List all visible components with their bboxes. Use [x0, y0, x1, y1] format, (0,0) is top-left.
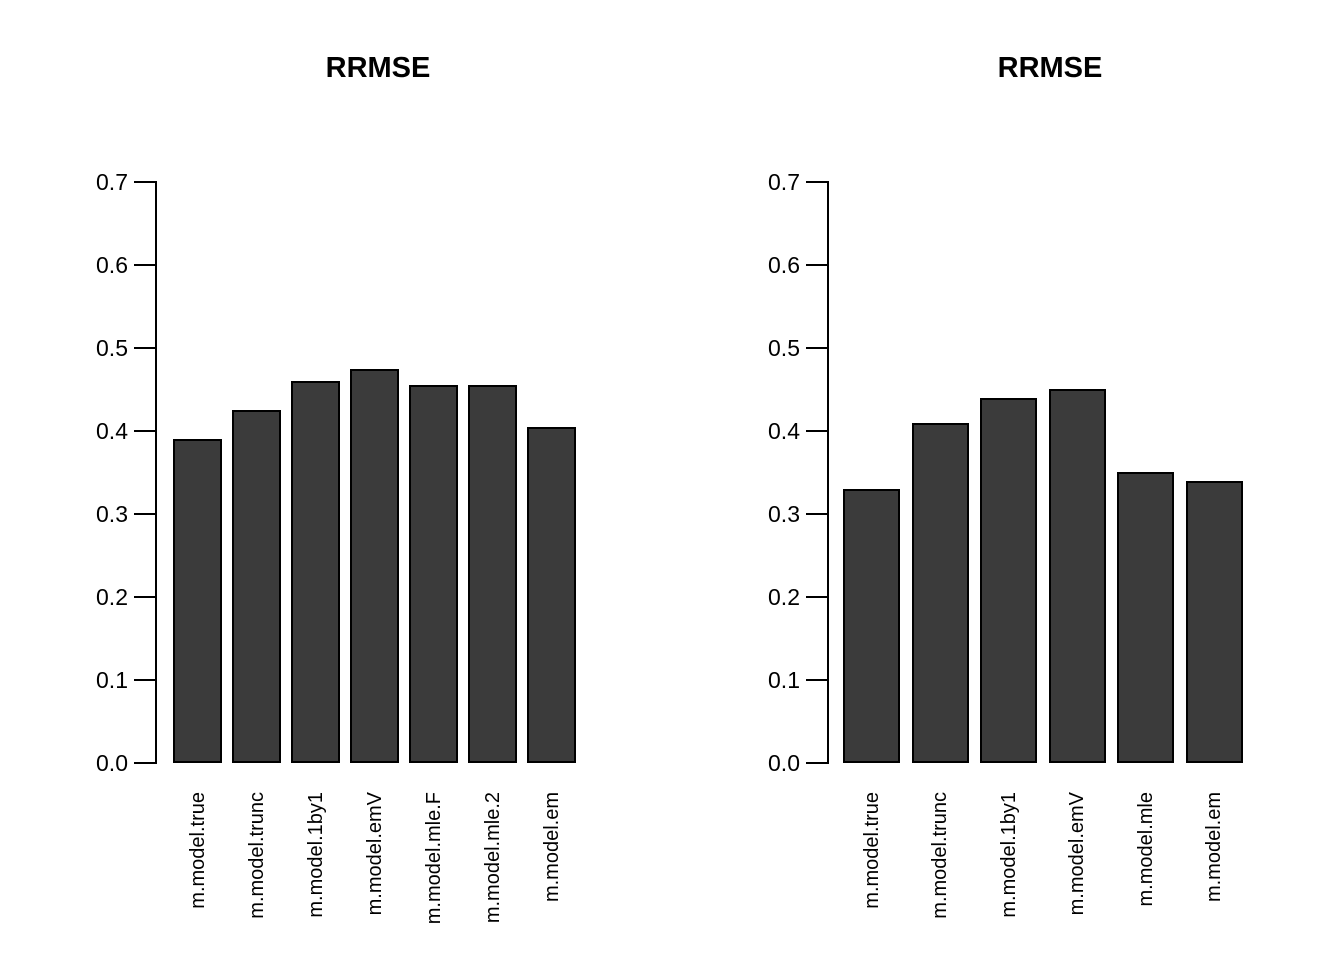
y-tick: [134, 596, 155, 598]
x-category-label: m.model.emV: [1066, 792, 1088, 916]
y-tick-label: 0.0: [768, 750, 800, 776]
y-tick: [134, 347, 155, 349]
y-tick-label: 0.4: [768, 418, 800, 444]
y-tick: [134, 762, 155, 764]
y-tick: [134, 264, 155, 266]
y-tick: [806, 181, 827, 183]
bar: [1049, 389, 1106, 763]
y-tick-label: 0.4: [96, 418, 128, 444]
y-tick-label: 0.1: [96, 667, 128, 693]
y-tick: [806, 430, 827, 432]
y-tick-label: 0.2: [96, 584, 128, 610]
x-category-label: m.model.trunc: [929, 792, 951, 919]
y-tick: [806, 762, 827, 764]
chart-title: RRMSE: [997, 52, 1103, 84]
bar: [980, 398, 1037, 763]
y-tick: [134, 679, 155, 681]
y-tick-label: 0.2: [768, 584, 800, 610]
y-axis-line: [155, 181, 157, 764]
bar: [1186, 481, 1243, 763]
x-category-label: m.model.em: [541, 792, 563, 903]
bar: [912, 423, 969, 763]
y-tick: [134, 430, 155, 432]
y-tick-label: 0.7: [768, 169, 800, 195]
bar: [291, 381, 340, 763]
x-category-label: m.model.trunc: [246, 792, 268, 919]
chart-title: RRMSE: [325, 52, 431, 84]
y-tick-label: 0.3: [96, 501, 128, 527]
x-category-label: m.model.mle.2: [482, 792, 504, 924]
bar: [527, 427, 576, 763]
x-category-label: m.model.1by1: [998, 792, 1020, 918]
bar: [350, 369, 399, 763]
bar: [173, 439, 222, 763]
x-category-label: m.model.em: [1203, 792, 1225, 903]
y-axis-line: [827, 181, 829, 764]
y-tick-label: 0.6: [96, 252, 128, 278]
y-tick-label: 0.7: [96, 169, 128, 195]
y-tick: [806, 679, 827, 681]
y-tick-label: 0.0: [96, 750, 128, 776]
y-tick: [806, 596, 827, 598]
y-tick-label: 0.1: [768, 667, 800, 693]
y-tick-label: 0.6: [768, 252, 800, 278]
y-tick-label: 0.3: [768, 501, 800, 527]
y-tick: [806, 347, 827, 349]
x-category-label: m.model.mle.F: [423, 792, 445, 925]
bar: [232, 410, 281, 763]
x-category-label: m.model.mle: [1135, 792, 1157, 907]
y-tick-label: 0.5: [96, 335, 128, 361]
y-tick: [134, 181, 155, 183]
y-tick: [134, 513, 155, 515]
x-category-label: m.model.true: [187, 792, 209, 909]
x-category-label: m.model.emV: [364, 792, 386, 916]
bar: [409, 385, 458, 763]
y-tick: [806, 264, 827, 266]
bar: [843, 489, 900, 763]
bar: [468, 385, 517, 763]
x-category-label: m.model.true: [861, 792, 883, 909]
left-chart: RRMSE 0.0 0.1 0.2 0.3 0.4 0.5 0.6 0.7 m.model.tr…: [96, 52, 576, 925]
right-chart: RRMSE 0.0 0.1 0.2 0.3 0.4 0.5 0.6 0.7 m.model.tr…: [672, 0, 1344, 960]
y-tick: [806, 513, 827, 515]
x-category-label: m.model.1by1: [305, 792, 327, 918]
y-tick-label: 0.5: [768, 335, 800, 361]
bar: [1117, 472, 1174, 763]
